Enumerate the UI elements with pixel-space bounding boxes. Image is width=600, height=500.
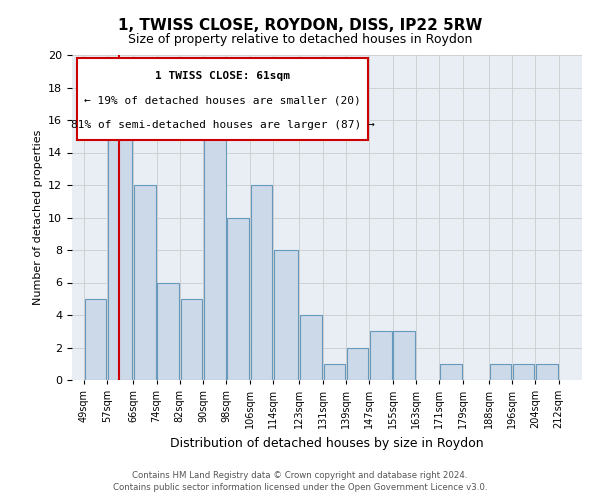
Bar bbox=[227, 218, 249, 380]
Bar bbox=[251, 185, 272, 380]
Bar bbox=[85, 298, 106, 380]
Bar bbox=[323, 364, 345, 380]
Bar bbox=[347, 348, 368, 380]
Bar bbox=[274, 250, 298, 380]
Bar bbox=[370, 331, 392, 380]
Bar bbox=[536, 364, 558, 380]
Bar bbox=[513, 364, 535, 380]
Bar bbox=[134, 185, 155, 380]
Text: ← 19% of detached houses are smaller (20): ← 19% of detached houses are smaller (20… bbox=[84, 96, 361, 106]
FancyBboxPatch shape bbox=[77, 58, 368, 140]
Bar bbox=[440, 364, 461, 380]
Bar bbox=[204, 120, 226, 380]
Bar bbox=[490, 364, 511, 380]
Text: 1, TWISS CLOSE, ROYDON, DISS, IP22 5RW: 1, TWISS CLOSE, ROYDON, DISS, IP22 5RW bbox=[118, 18, 482, 32]
Bar bbox=[157, 282, 179, 380]
X-axis label: Distribution of detached houses by size in Roydon: Distribution of detached houses by size … bbox=[170, 436, 484, 450]
Text: 81% of semi-detached houses are larger (87) →: 81% of semi-detached houses are larger (… bbox=[71, 120, 374, 130]
Bar bbox=[108, 104, 133, 380]
Y-axis label: Number of detached properties: Number of detached properties bbox=[32, 130, 43, 305]
Text: Contains public sector information licensed under the Open Government Licence v3: Contains public sector information licen… bbox=[113, 483, 487, 492]
Text: 1 TWISS CLOSE: 61sqm: 1 TWISS CLOSE: 61sqm bbox=[155, 71, 290, 81]
Text: Contains HM Land Registry data © Crown copyright and database right 2024.: Contains HM Land Registry data © Crown c… bbox=[132, 470, 468, 480]
Bar bbox=[300, 315, 322, 380]
Bar bbox=[181, 298, 202, 380]
Text: Size of property relative to detached houses in Roydon: Size of property relative to detached ho… bbox=[128, 32, 472, 46]
Bar bbox=[394, 331, 415, 380]
